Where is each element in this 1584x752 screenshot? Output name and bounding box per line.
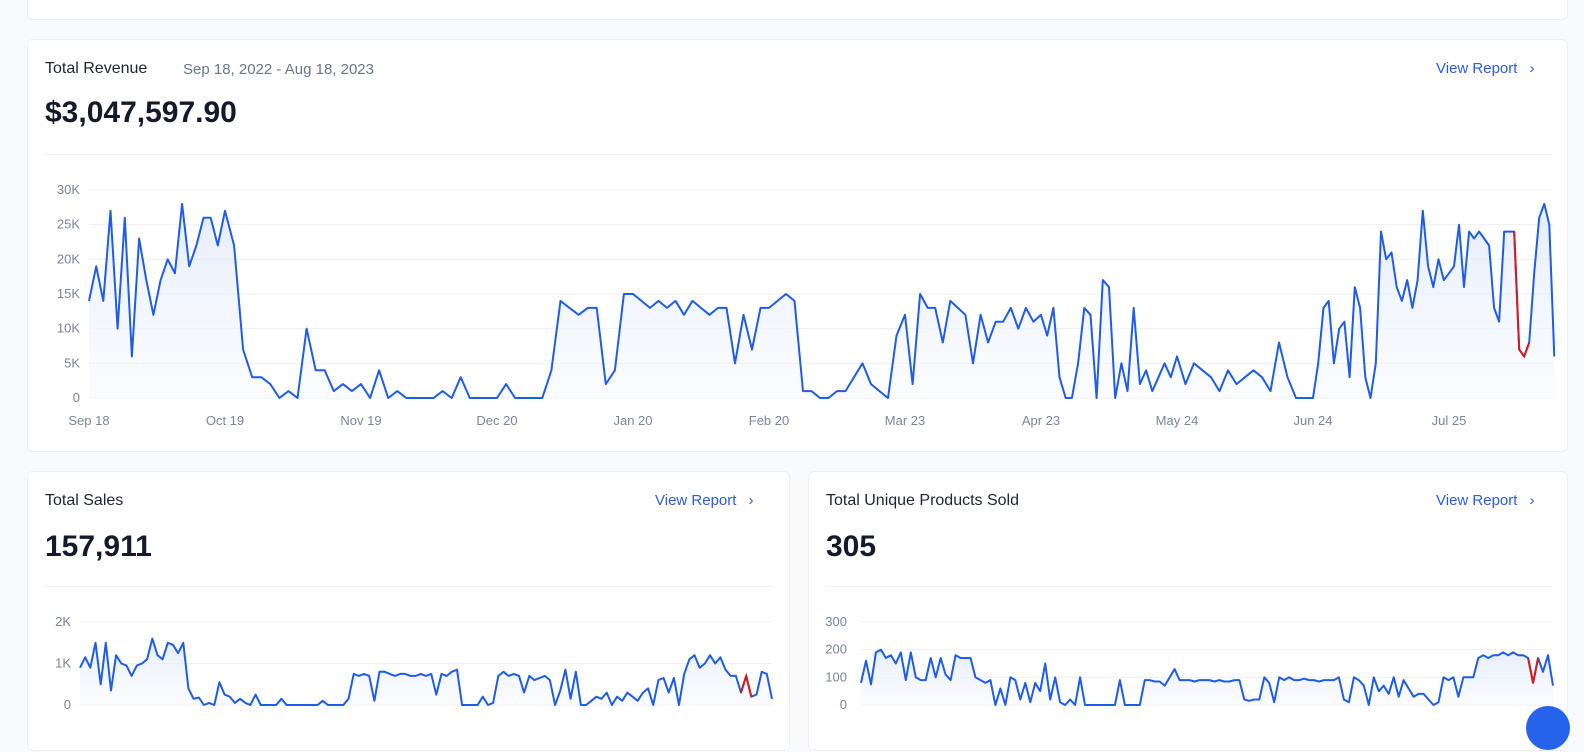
y-tick-label: 2K <box>55 614 71 629</box>
x-tick-label: Dec 20 <box>476 413 517 428</box>
total-products-value: 305 <box>826 530 877 563</box>
series-line <box>79 637 773 706</box>
series-line <box>88 202 1556 399</box>
series-line <box>860 648 1554 706</box>
x-tick-label: Sep 18 <box>68 413 109 428</box>
total-revenue-value: $3,047,597.90 <box>45 96 237 129</box>
y-tick-label: 0 <box>64 697 71 712</box>
view-report-link[interactable]: View Report › <box>655 492 753 509</box>
y-tick-label: 200 <box>825 642 847 657</box>
chevron-right-icon: › <box>748 492 754 509</box>
incomplete-period-line <box>1513 231 1531 359</box>
x-tick-label: Jun 24 <box>1293 413 1332 428</box>
area-fill <box>89 203 1555 398</box>
y-tick-label: 10K <box>57 321 80 336</box>
y-tick-label: 1K <box>55 656 71 671</box>
view-report-link[interactable]: View Report › <box>1436 492 1534 509</box>
y-tick-label: 25K <box>57 217 80 232</box>
view-report-link[interactable]: View Report › <box>1436 60 1534 77</box>
area-fill <box>80 638 772 705</box>
y-tick-label: 20K <box>57 251 80 266</box>
x-tick-label: Jul 25 <box>1432 413 1467 428</box>
incomplete-period-line <box>1527 657 1540 684</box>
top-card <box>27 0 1568 20</box>
divider <box>826 586 1553 587</box>
view-report-label: View Report <box>655 492 737 509</box>
divider <box>45 586 772 587</box>
x-tick-label: Feb 20 <box>749 413 789 428</box>
chevron-right-icon: › <box>1529 60 1535 77</box>
revenue-chart: 0 5K 10K 15K 20K 25K 30K Sep 18 Oct 19 Nov 19 Dec … <box>57 182 1556 428</box>
x-tick-label: Nov 19 <box>340 413 381 428</box>
x-tick-label: Mar 23 <box>885 413 925 428</box>
y-tick-label: 300 <box>825 614 847 629</box>
total-sales-card: Total Sales 157,911 View Report › 0 1K 2K <box>27 471 790 751</box>
view-report-label: View Report <box>1436 492 1518 509</box>
y-tick-label: 30K <box>57 182 80 197</box>
date-range: Sep 18, 2022 - Aug 18, 2023 <box>183 61 374 78</box>
x-tick-label: Jan 20 <box>613 413 652 428</box>
chat-launcher-button[interactable] <box>1526 706 1570 750</box>
y-tick-label: 100 <box>825 669 847 684</box>
card-title: Total Unique Products Sold <box>826 492 1019 509</box>
x-tick-label: Oct 19 <box>206 413 244 428</box>
y-tick-label: 5K <box>64 355 80 370</box>
sales-chart: 0 1K 2K <box>55 614 773 712</box>
total-revenue-card: Total Revenue Sep 18, 2022 - Aug 18, 202… <box>27 39 1568 452</box>
x-tick-label: May 24 <box>1156 413 1199 428</box>
total-sales-value: 157,911 <box>45 530 152 563</box>
total-unique-products-card: Total Unique Products Sold 305 View Repo… <box>808 471 1568 751</box>
divider <box>45 154 1552 155</box>
incomplete-period-line <box>740 672 753 697</box>
chevron-right-icon: › <box>1529 492 1535 509</box>
y-tick-label: 0 <box>840 697 847 712</box>
card-title: Total Revenue <box>45 60 148 77</box>
view-report-label: View Report <box>1436 60 1518 77</box>
x-tick-label: Apr 23 <box>1022 413 1060 428</box>
products-chart: 0 100 200 300 <box>825 614 1554 712</box>
y-tick-label: 0 <box>73 390 80 405</box>
y-tick-label: 15K <box>57 286 80 301</box>
card-title: Total Sales <box>45 492 124 509</box>
